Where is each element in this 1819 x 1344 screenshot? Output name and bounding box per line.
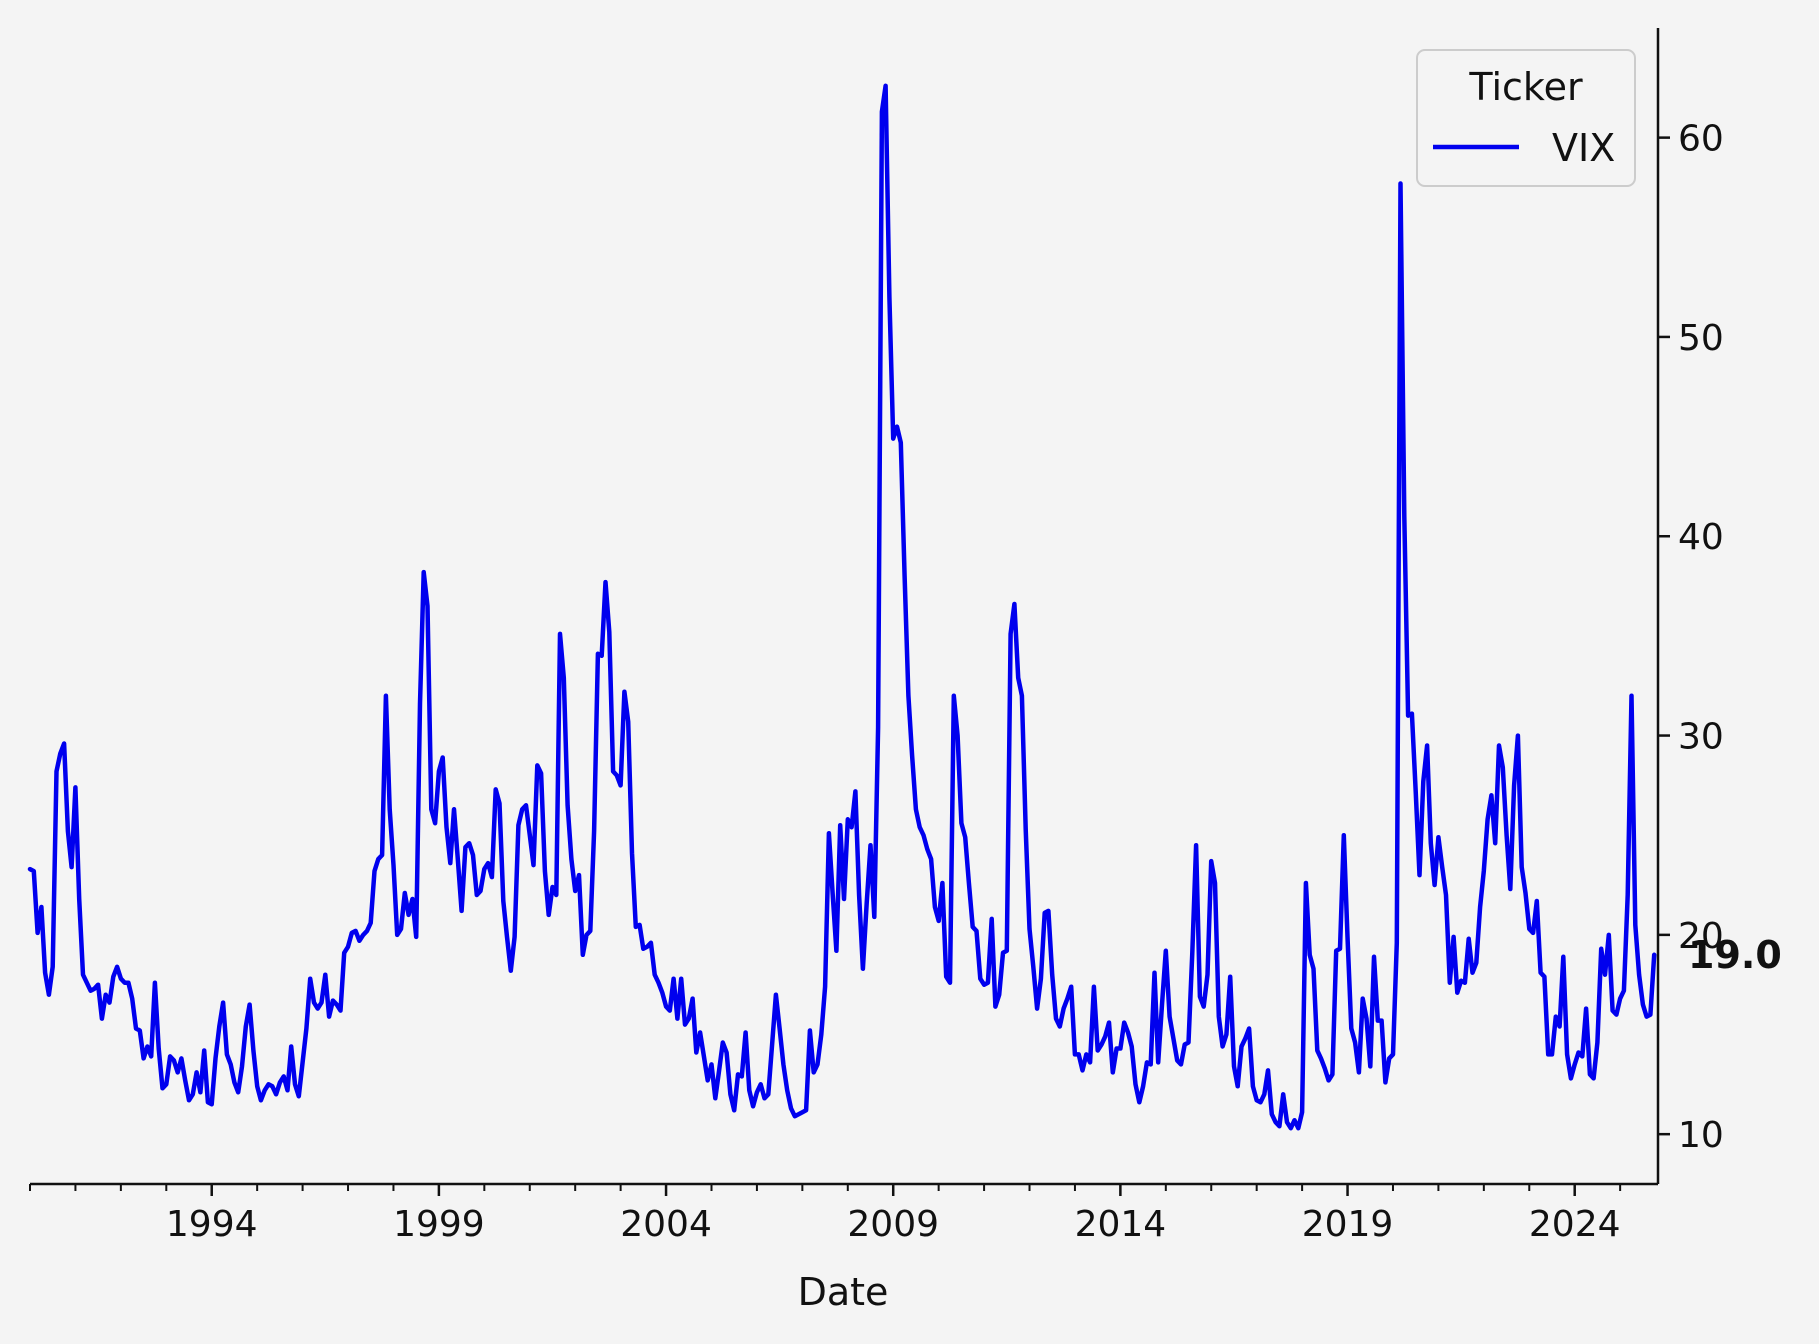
x-tick-label: 2019: [1302, 1204, 1394, 1245]
y-tick-label: 20: [1678, 916, 1724, 957]
legend-box: [1416, 49, 1636, 187]
y-tick-label: 60: [1678, 119, 1724, 160]
legend: Ticker VIX: [1416, 49, 1636, 187]
y-axis-ticks: 10 20 30 40 50 60: [1658, 119, 1724, 1156]
last-value-label: 19.0: [1688, 933, 1782, 977]
x-tick-label: 2024: [1529, 1204, 1621, 1245]
x-axis-title: Date: [798, 1270, 889, 1314]
series-line-vix: [27, 83, 1657, 1131]
x-tick-label: 1999: [393, 1204, 485, 1245]
legend-label-vix: VIX: [1552, 126, 1615, 170]
x-tick-label: 2004: [620, 1204, 712, 1245]
y-tick-label: 40: [1678, 517, 1724, 558]
y-tick-label: 10: [1678, 1115, 1724, 1156]
legend-title: Ticker: [1468, 65, 1583, 109]
x-tick-label: 2014: [1075, 1204, 1167, 1245]
y-tick-label: 30: [1678, 717, 1724, 758]
x-tick-label: 1994: [166, 1204, 258, 1245]
y-tick-label: 50: [1678, 318, 1724, 359]
x-axis-ticks: 1994 1999 2004 2009 2014 2019 2024: [29, 1184, 1622, 1245]
x-tick-label: 2009: [847, 1204, 939, 1245]
